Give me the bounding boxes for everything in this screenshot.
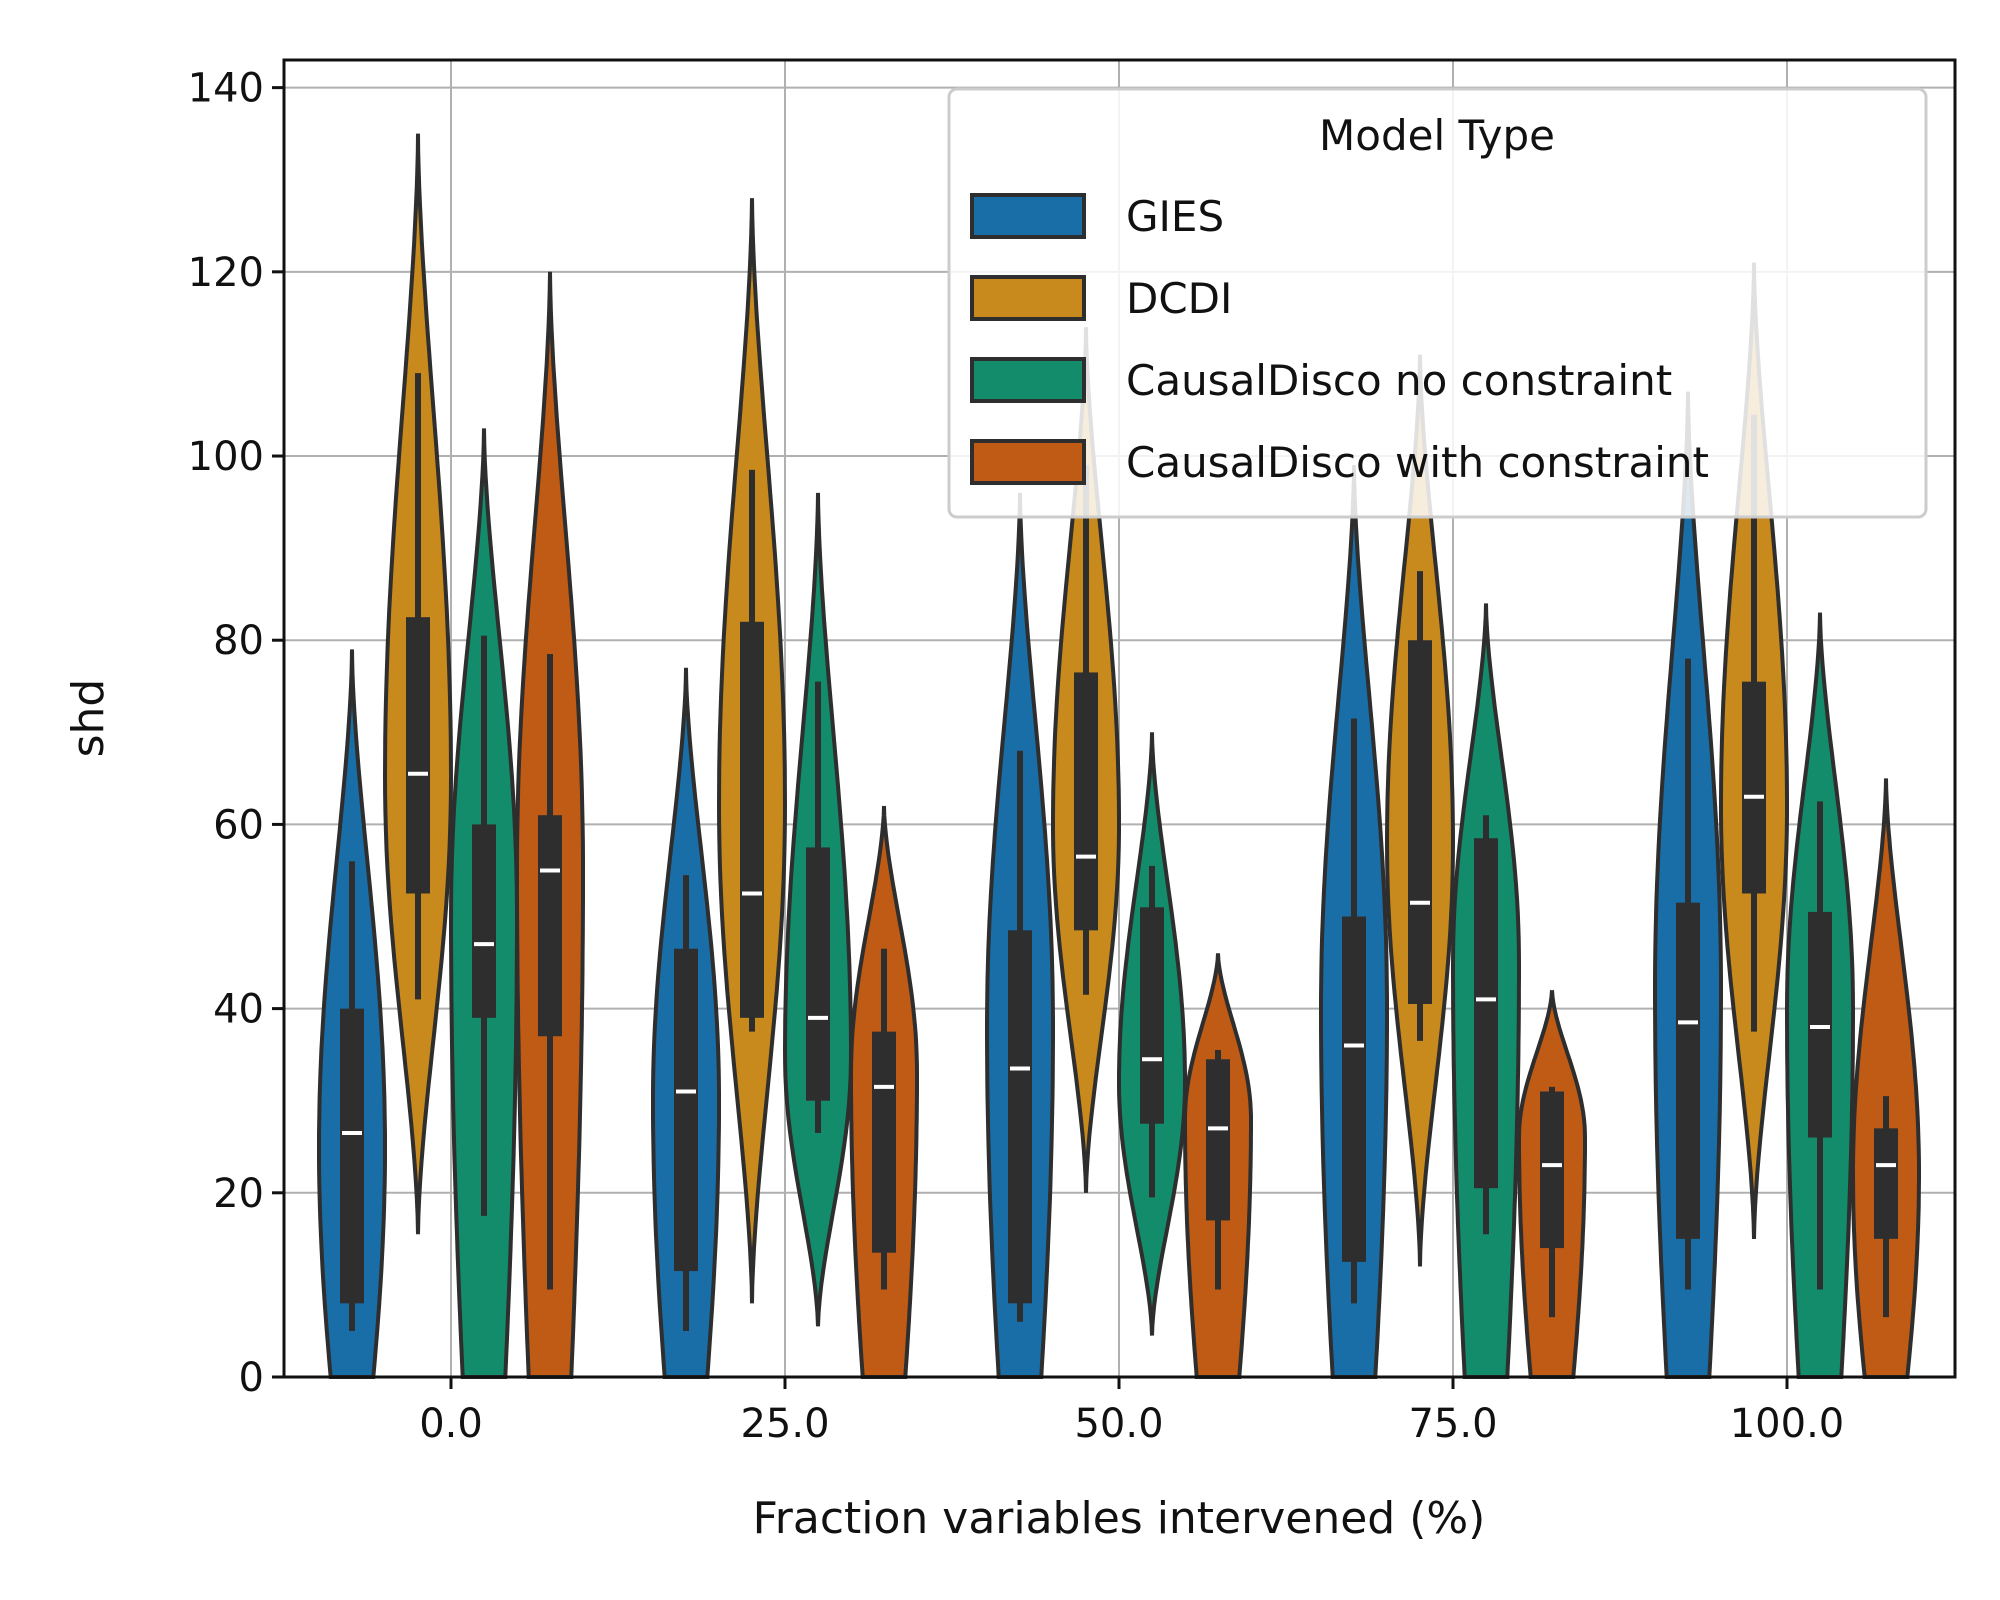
violin-iqr-box (1074, 672, 1098, 931)
violin-0-0 (317, 649, 387, 1379)
violin-2-1 (782, 492, 854, 1327)
y-tick-label: 40 (213, 987, 264, 1033)
x-axis-label: Fraction variables intervened (%) (753, 1493, 1486, 1544)
violin-1-1 (716, 198, 788, 1304)
legend-box (947, 87, 1928, 519)
legend-item: CausalDisco with constraint (970, 438, 1709, 487)
violin-3-4 (1851, 778, 1921, 1379)
violin-iqr-box (1206, 1059, 1230, 1221)
violin-1-0 (382, 133, 454, 1235)
legend-item: DCDI (970, 274, 1232, 323)
x-axis: 0.0 25.0 50.0 75.0 100.0 (419, 1377, 1844, 1447)
legend: Model Type GIES DCDI CausalDisco no constr… (947, 87, 1928, 519)
violin-iqr-box (1140, 907, 1164, 1124)
violin-iqr-box (674, 948, 698, 1272)
violin-iqr-box (1342, 916, 1366, 1262)
violin-iqr-box (340, 1008, 364, 1304)
violin-iqr-box (472, 824, 496, 1018)
violin-3-0 (515, 271, 585, 1379)
violin-2-3 (1451, 603, 1521, 1379)
violin-0-3 (1319, 465, 1389, 1379)
violin-2-4 (1785, 612, 1855, 1379)
violin-0-2 (985, 492, 1055, 1379)
legend-item: GIES (970, 192, 1224, 241)
violin-2-0 (449, 428, 519, 1379)
violin-iqr-box (872, 1031, 896, 1253)
violin-iqr-box (1474, 838, 1498, 1189)
y-tick-label: 60 (213, 802, 264, 848)
legend-label: CausalDisco no constraint (1126, 356, 1672, 405)
violin-iqr-box (538, 815, 562, 1037)
legend-items: GIES DCDI CausalDisco no constraint CausalD… (970, 192, 1709, 487)
violin-3-1 (849, 805, 919, 1379)
violin-1-4 (1719, 262, 1789, 1239)
violin-1-3 (1384, 354, 1456, 1267)
violin-iqr-box (1008, 930, 1032, 1304)
legend-label: DCDI (1126, 274, 1232, 323)
legend-swatch (970, 275, 1086, 321)
legend-swatch (970, 193, 1086, 239)
violin-iqr-box (1408, 640, 1432, 1005)
violin-iqr-box (1808, 911, 1832, 1138)
legend-swatch (970, 439, 1086, 485)
violin-3-2 (1183, 953, 1253, 1379)
x-tick-label: 100.0 (1730, 1401, 1845, 1447)
violin-layer (317, 133, 1921, 1379)
legend-label: GIES (1126, 192, 1224, 241)
violin-iqr-box (1874, 1128, 1898, 1239)
y-tick-label: 120 (188, 250, 264, 296)
y-tick-label: 100 (188, 434, 264, 480)
violin-iqr-box (1742, 681, 1766, 894)
violin-1-2 (1051, 327, 1121, 1193)
legend-title: Model Type (1319, 111, 1555, 160)
violin-0-4 (1653, 391, 1723, 1379)
y-tick-label: 20 (213, 1171, 264, 1217)
x-tick-label: 0.0 (419, 1401, 483, 1447)
x-tick-label: 75.0 (1408, 1401, 1497, 1447)
violin-iqr-box (406, 617, 430, 894)
x-tick-label: 50.0 (1074, 1401, 1163, 1447)
y-tick-label: 0 (239, 1355, 264, 1401)
y-tick-label: 140 (188, 66, 264, 112)
legend-swatch (970, 357, 1086, 403)
y-tick-label: 80 (213, 618, 264, 664)
legend-item: CausalDisco no constraint (970, 356, 1672, 405)
violin-iqr-box (1540, 1091, 1564, 1249)
legend-label: CausalDisco with constraint (1126, 438, 1709, 487)
violin-iqr-box (806, 847, 830, 1101)
violin-iqr-box (740, 621, 764, 1018)
violin-2-2 (1117, 732, 1187, 1336)
y-axis: 0 20 40 60 80 100 120 140 (188, 66, 284, 1401)
x-tick-label: 25.0 (740, 1401, 829, 1447)
y-axis-label: shd (63, 679, 114, 758)
violin-iqr-box (1676, 902, 1700, 1239)
